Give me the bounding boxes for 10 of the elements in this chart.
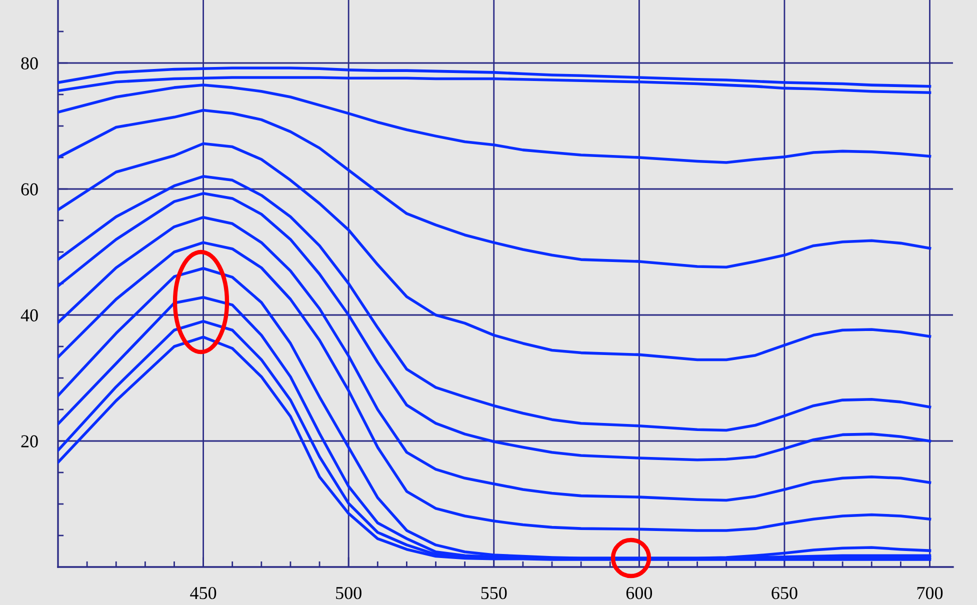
x-tick-label: 650 bbox=[772, 586, 798, 600]
y-tick-label: 80 bbox=[21, 57, 38, 70]
x-tick-label: 500 bbox=[336, 586, 362, 600]
y-tick-label: 60 bbox=[21, 183, 38, 196]
y-tick-label: 20 bbox=[21, 435, 38, 448]
x-tick-label: 600 bbox=[626, 586, 652, 600]
x-tick-label: 700 bbox=[917, 586, 943, 600]
x-tick-label: 450 bbox=[190, 586, 216, 600]
x-tick-label: 550 bbox=[481, 586, 507, 600]
y-tick-label: 40 bbox=[20, 309, 38, 322]
